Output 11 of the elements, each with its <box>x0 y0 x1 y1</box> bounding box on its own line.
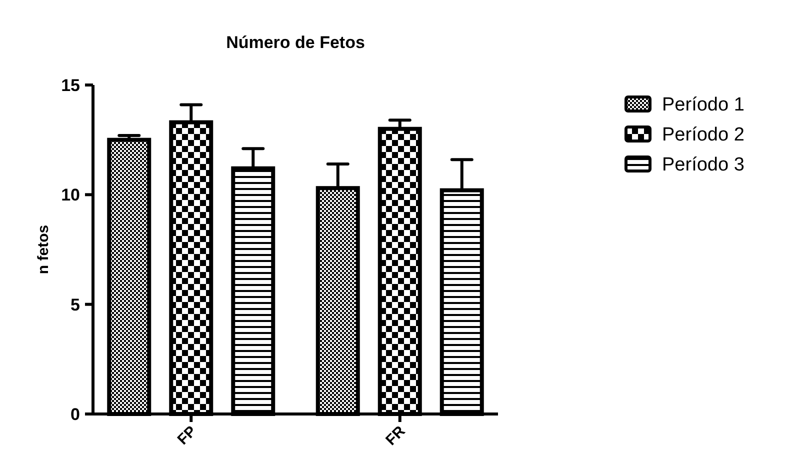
legend-label: Período 3 <box>662 154 744 176</box>
y-tick-label: 5 <box>70 295 80 314</box>
legend-label: Período 1 <box>662 94 744 116</box>
y-tick-label: 10 <box>61 186 80 205</box>
y-tick-label: 0 <box>70 404 80 424</box>
y-tick-label: 15 <box>61 76 80 95</box>
x-tick-label: FR <box>382 422 409 449</box>
legend-label: Período 2 <box>662 124 744 146</box>
chart-title: Número de Fetos <box>226 33 365 52</box>
x-tick-label: FP <box>174 422 200 448</box>
y-axis-title: n fetos <box>35 224 52 274</box>
